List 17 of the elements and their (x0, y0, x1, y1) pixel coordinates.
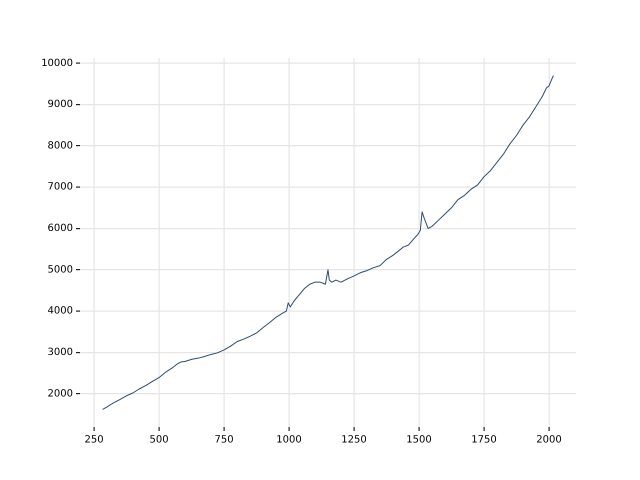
x-tick-label: 1500 (406, 434, 432, 446)
y-tick-label: 8000 (48, 140, 73, 152)
x-tick-label: 2000 (536, 434, 562, 446)
x-tick-label: 250 (84, 434, 104, 446)
y-tick-label: 3000 (48, 346, 73, 358)
y-tick-label: 2000 (48, 388, 73, 400)
x-tick-label: 1750 (471, 434, 497, 446)
y-tick-label: 6000 (48, 223, 73, 234)
x-tick-label: 1000 (276, 434, 302, 446)
y-tick-label: 4000 (48, 306, 73, 317)
y-tick-label: 9000 (48, 99, 73, 110)
y-tick-label: 5000 (48, 264, 73, 276)
x-tick-label: 500 (149, 434, 169, 446)
y-tick-label: 7000 (48, 182, 73, 193)
y-tick-label: 10000 (41, 58, 73, 69)
x-tick-label: 1250 (341, 434, 367, 446)
x-tick-label: 750 (214, 434, 234, 446)
